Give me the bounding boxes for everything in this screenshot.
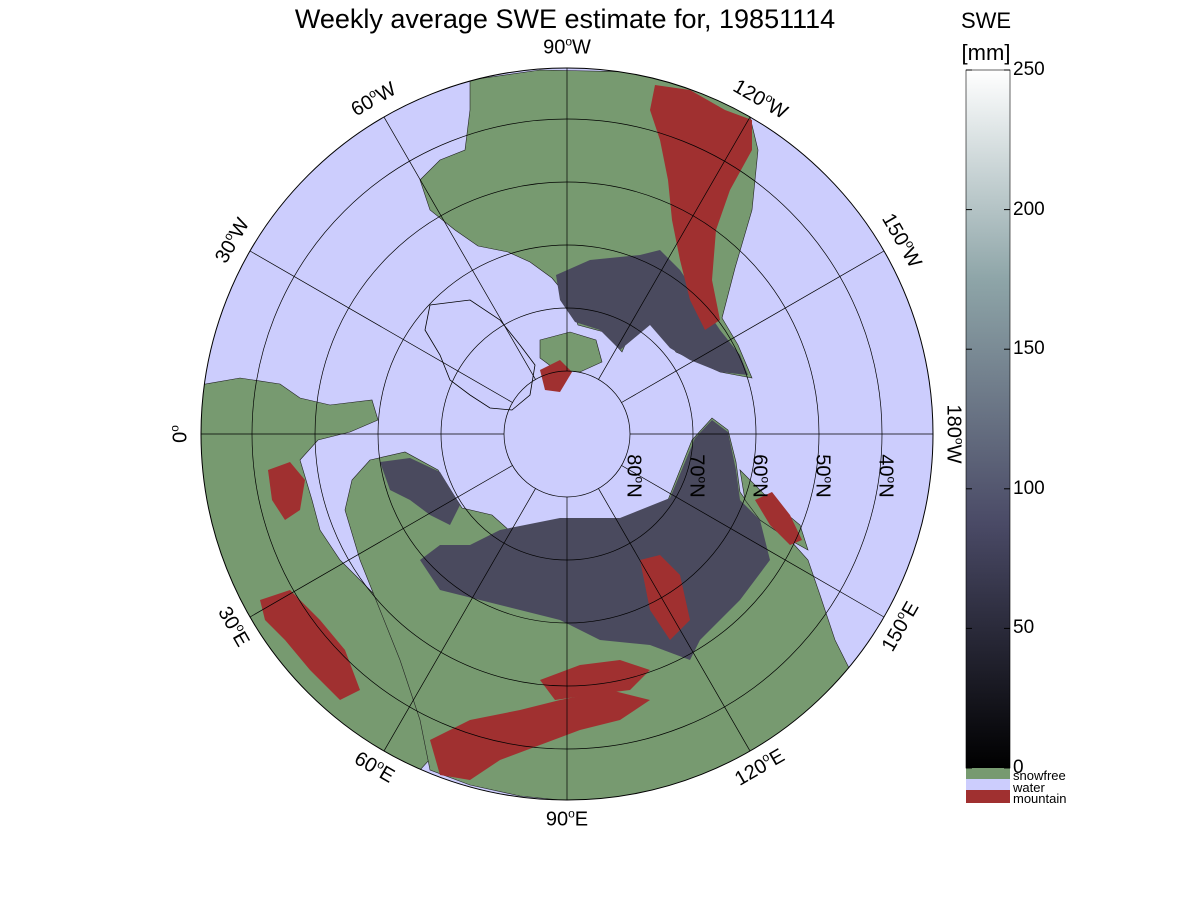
colorbar-tick-label: 200: [1013, 198, 1045, 220]
colorbar-tickmarks: [966, 69, 1010, 769]
meridian-line: [249, 250, 513, 403]
latitude-label: 50oN: [811, 454, 836, 498]
colorbar-swatch-snowfree: [966, 768, 1010, 779]
map-border: [200, 67, 934, 801]
map-title: Weekly average SWE estimate for, 1985111…: [294, 4, 836, 34]
longitude-label: 180oW: [942, 404, 967, 464]
colorbar-category-label: snowfree: [1013, 768, 1066, 783]
mountain-greenland-east: [540, 360, 572, 392]
colorbar-swatch-water: [966, 779, 1010, 790]
meridian-line: [383, 116, 536, 380]
latitude-label: 60oN: [748, 454, 773, 498]
latitude-label: 80oN: [622, 454, 647, 498]
colorbar-tick-label: 0: [1013, 757, 1024, 778]
meridian-line: [383, 488, 536, 752]
colorbar-tick-label: 150: [1013, 338, 1045, 360]
mountain-central-asia: [540, 660, 650, 700]
mountain-europe: [260, 590, 360, 700]
meridian-line: [621, 465, 885, 618]
colorbar-gradient: [965, 69, 1011, 769]
colorbar-category-label: mountain: [1013, 791, 1067, 806]
colorbar-tick-label: 250: [1013, 59, 1045, 80]
longitude-label: 90oW: [543, 34, 591, 59]
mountain-scandinavia: [268, 462, 305, 520]
snow-cover-europe: [380, 458, 460, 525]
meridian-line: [598, 116, 751, 380]
longitude-label: 0o: [167, 425, 192, 443]
colorbar-category-label: water: [1013, 779, 1045, 795]
mountain-siberia: [640, 555, 690, 640]
graticule: [201, 68, 933, 800]
greenland-outline: [424, 299, 536, 411]
latitude-label: 40oN: [874, 454, 899, 498]
latitude-label: 70oN: [685, 454, 710, 498]
meridian-line: [249, 465, 513, 618]
polar-map: [201, 68, 933, 800]
mountain-rockies: [650, 85, 752, 330]
colorbar-unit: [mm]: [961, 40, 1011, 65]
longitude-label: 90oE: [545, 806, 589, 831]
colorbar-tick-label: 100: [1013, 477, 1045, 499]
mountain-alaska: [755, 492, 802, 545]
snow-cover-north-america: [556, 250, 748, 375]
landmass-arctic-islands: [539, 331, 603, 373]
colorbar-label: SWE: [960, 8, 1012, 33]
mountain-tibet: [430, 690, 650, 780]
meridian-line: [621, 250, 885, 403]
colorbar-swatch-mountain: [966, 790, 1010, 803]
colorbar-tick-label: 50: [1013, 617, 1035, 639]
meridian-line: [598, 488, 751, 752]
